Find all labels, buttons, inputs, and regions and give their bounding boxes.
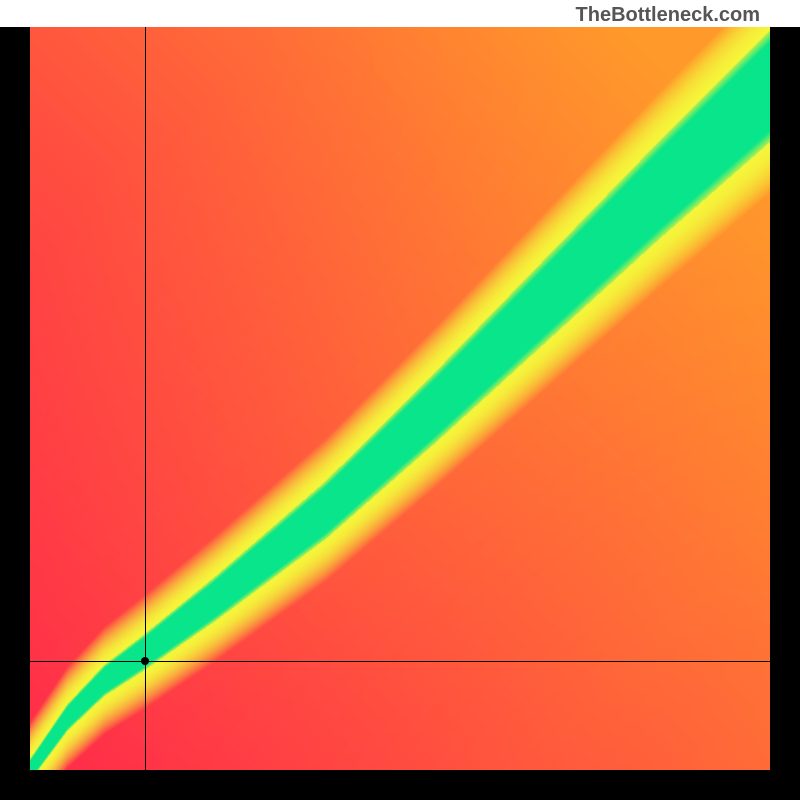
marker-dot (141, 657, 149, 665)
heatmap-plot (30, 27, 770, 770)
chart-outer-frame (0, 27, 800, 800)
attribution-text: TheBottleneck.com (0, 0, 800, 27)
